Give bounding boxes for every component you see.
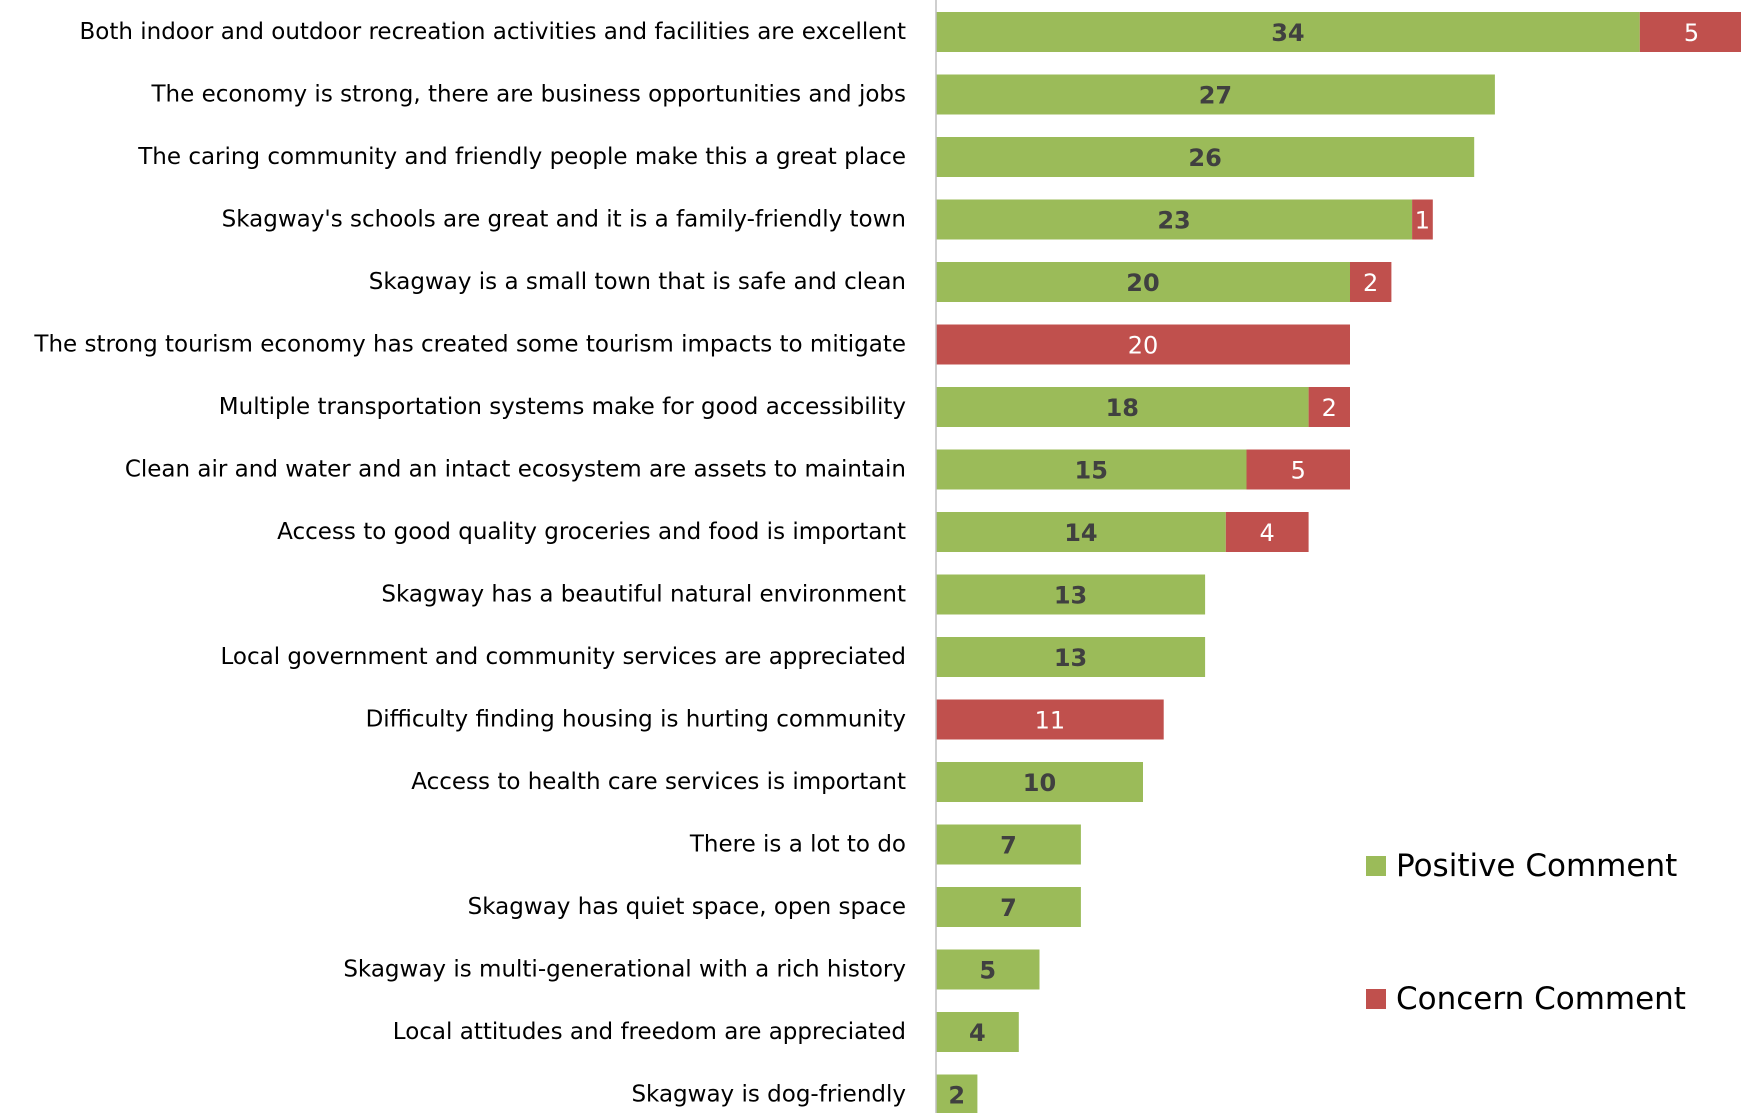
- positive-value-label: 15: [1075, 457, 1108, 485]
- positive-bar: [936, 762, 1143, 802]
- concern-bar: [1350, 262, 1392, 302]
- category-label: There is a lot to do: [689, 832, 906, 858]
- concern-value-label: 2: [1363, 269, 1378, 297]
- concern-bar: [1246, 449, 1350, 490]
- category-label: Skagway is multi-generational with a ric…: [343, 957, 906, 983]
- legend-swatch: [1366, 856, 1386, 876]
- positive-value-label: 34: [1271, 19, 1304, 47]
- positive-bar: [936, 262, 1350, 302]
- concern-value-label: 5: [1684, 19, 1699, 47]
- category-label: Both indoor and outdoor recreation activ…: [79, 19, 906, 45]
- positive-value-label: 18: [1106, 394, 1139, 422]
- positive-value-label: 4: [969, 1019, 986, 1047]
- positive-bar: [936, 199, 1413, 240]
- positive-value-label: 14: [1064, 519, 1097, 547]
- category-label: Skagway is dog-friendly: [631, 1082, 906, 1108]
- legend-label: Positive Comment: [1396, 848, 1677, 884]
- positive-value-label: 27: [1199, 82, 1232, 110]
- category-label: The economy is strong, there are busines…: [151, 82, 907, 108]
- positive-bar: [936, 387, 1309, 427]
- positive-bar: [936, 12, 1640, 52]
- concern-bar: [936, 699, 1164, 740]
- positive-bar: [936, 949, 1040, 990]
- bars-group: 34 5 27 26 23 1 20 2 20 18 2 15 5 14 4 13 13 11 10 7 7 5 4 2: [936, 12, 1741, 1113]
- concern-value-label: 11: [1035, 707, 1066, 735]
- positive-value-label: 13: [1054, 582, 1087, 610]
- concern-value-label: 1: [1415, 207, 1430, 235]
- concern-bar: [1639, 12, 1741, 52]
- positive-value-label: 23: [1157, 207, 1190, 235]
- concern-value-label: 5: [1291, 457, 1306, 485]
- category-label: Local government and community services …: [220, 644, 906, 670]
- concern-value-label: 20: [1128, 332, 1159, 360]
- category-label: The caring community and friendly people…: [137, 144, 906, 170]
- positive-bar: [936, 574, 1206, 615]
- legend-item-concern: Concern Comment: [1366, 981, 1686, 1017]
- concern-bar: [1412, 199, 1433, 240]
- concern-value-label: 2: [1322, 394, 1337, 422]
- positive-bar: [936, 449, 1247, 490]
- concern-value-label: 4: [1260, 519, 1275, 547]
- positive-bar: [936, 824, 1081, 865]
- legend-swatch: [1366, 989, 1386, 1009]
- positive-bar: [936, 637, 1206, 677]
- positive-value-label: 7: [1000, 894, 1017, 922]
- concern-bar: [1225, 512, 1309, 552]
- category-label: Multiple transportation systems make for…: [219, 394, 906, 420]
- positive-value-label: 5: [979, 957, 996, 985]
- positive-value-label: 2: [948, 1082, 965, 1110]
- positive-value-label: 13: [1054, 644, 1087, 672]
- category-label: Difficulty finding housing is hurting co…: [366, 707, 906, 733]
- category-labels: Both indoor and outdoor recreation activ…: [33, 19, 906, 1108]
- legend-item-positive: Positive Comment: [1366, 848, 1677, 884]
- positive-value-label: 10: [1023, 769, 1056, 797]
- category-label: Skagway has quiet space, open space: [468, 894, 906, 920]
- legend: Positive Comment Concern Comment: [1366, 848, 1686, 1017]
- category-label: Access to good quality groceries and foo…: [277, 519, 906, 545]
- positive-value-label: 20: [1126, 269, 1159, 297]
- positive-bar: [936, 74, 1495, 115]
- concern-bar: [1308, 387, 1350, 427]
- positive-value-label: 7: [1000, 832, 1017, 860]
- concern-bar: [936, 324, 1350, 365]
- legend-label: Concern Comment: [1396, 981, 1686, 1017]
- positive-bar: [936, 1074, 978, 1113]
- positive-bar: [936, 887, 1081, 927]
- positive-value-label: 26: [1188, 144, 1221, 172]
- category-label: The strong tourism economy has created s…: [33, 332, 906, 358]
- category-label: Skagway is a small town that is safe and…: [369, 269, 906, 295]
- category-label: Local attitudes and freedom are apprecia…: [393, 1019, 906, 1045]
- category-label: Skagway has a beautiful natural environm…: [381, 582, 906, 608]
- category-label: Access to health care services is import…: [411, 769, 906, 795]
- positive-bar: [936, 512, 1226, 552]
- category-label: Skagway's schools are great and it is a …: [222, 207, 906, 233]
- positive-bar: [936, 137, 1475, 177]
- category-label: Clean air and water and an intact ecosys…: [125, 457, 906, 483]
- positive-bar: [936, 1012, 1019, 1052]
